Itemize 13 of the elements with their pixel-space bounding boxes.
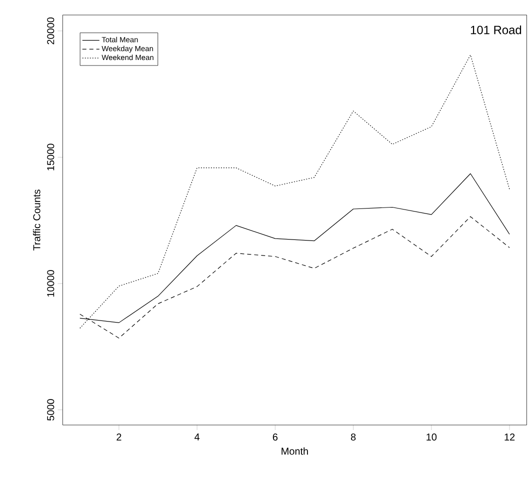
annotation: 101 Road	[470, 25, 522, 34]
x-tick-label: 8	[350, 434, 356, 441]
x-tick-label: 4	[194, 434, 200, 440]
y-tick-label: 20000	[47, 17, 54, 44]
x-axis-title: Month	[282, 447, 308, 455]
x-tick-label: 2	[116, 434, 122, 440]
x-tick-label: 10	[426, 434, 437, 441]
y-tick-label: 10000	[47, 270, 54, 297]
x-tick-label: 6	[272, 434, 278, 441]
y-tick-label: 15000	[47, 144, 54, 170]
y-axis-title: Traffic Counts	[32, 190, 40, 251]
x-tick-label: 12	[504, 434, 515, 440]
y-tick-label: 5000	[47, 399, 54, 421]
